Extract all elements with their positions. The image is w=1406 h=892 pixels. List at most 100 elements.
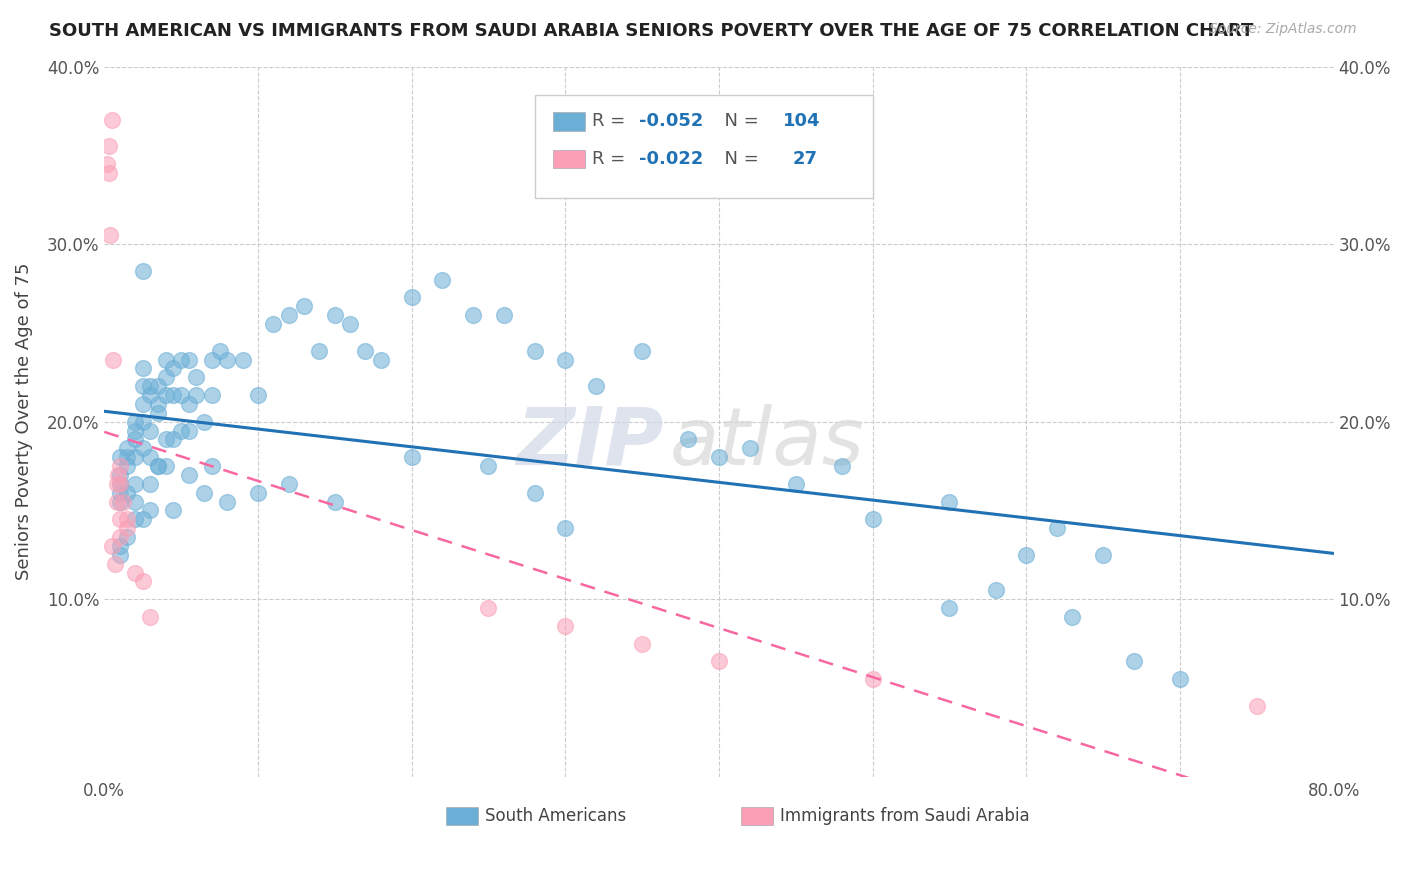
Point	[862, 672, 884, 686]
Point	[124, 424, 146, 438]
Point	[131, 512, 153, 526]
Point	[117, 485, 139, 500]
Point	[139, 379, 162, 393]
Point	[246, 388, 269, 402]
Point	[1092, 548, 1115, 562]
Point	[201, 458, 224, 473]
Point	[170, 424, 193, 438]
Point	[139, 503, 162, 517]
Point	[124, 450, 146, 465]
Point	[97, 139, 120, 153]
Point	[105, 494, 128, 508]
Point	[177, 397, 200, 411]
Point	[155, 370, 177, 384]
Point	[308, 343, 330, 358]
Point	[146, 458, 169, 473]
Text: SOUTH AMERICAN VS IMMIGRANTS FROM SAUDI ARABIA SENIORS POVERTY OVER THE AGE OF 7: SOUTH AMERICAN VS IMMIGRANTS FROM SAUDI …	[49, 22, 1254, 40]
Point	[139, 476, 162, 491]
Point	[262, 317, 284, 331]
Text: 104: 104	[783, 112, 820, 130]
Point	[124, 415, 146, 429]
Point	[676, 433, 699, 447]
Text: N =: N =	[713, 112, 765, 130]
Point	[101, 539, 124, 553]
Point	[108, 450, 131, 465]
Y-axis label: Seniors Poverty Over the Age of 75: Seniors Poverty Over the Age of 75	[15, 263, 32, 581]
Point	[938, 601, 960, 615]
Point	[108, 458, 131, 473]
Point	[155, 458, 177, 473]
Point	[139, 388, 162, 402]
Point	[554, 521, 576, 535]
Point	[139, 610, 162, 624]
Point	[108, 512, 131, 526]
Point	[170, 352, 193, 367]
Text: 27: 27	[793, 150, 818, 168]
Text: Source: ZipAtlas.com: Source: ZipAtlas.com	[1209, 22, 1357, 37]
Point	[785, 476, 807, 491]
Point	[103, 352, 125, 367]
Point	[170, 388, 193, 402]
Point	[131, 264, 153, 278]
Point	[117, 458, 139, 473]
Point	[104, 557, 127, 571]
Point	[131, 379, 153, 393]
Point	[155, 352, 177, 367]
Point	[162, 503, 184, 517]
Point	[186, 388, 208, 402]
Point	[124, 566, 146, 580]
Point	[193, 415, 215, 429]
Point	[162, 388, 184, 402]
Point	[862, 512, 884, 526]
Point	[831, 458, 853, 473]
Point	[139, 424, 162, 438]
Point	[96, 157, 118, 171]
FancyBboxPatch shape	[553, 112, 585, 130]
Text: South Americans: South Americans	[485, 806, 627, 825]
FancyBboxPatch shape	[534, 95, 873, 198]
Point	[1122, 654, 1144, 668]
Point	[177, 424, 200, 438]
Point	[554, 352, 576, 367]
Point	[117, 521, 139, 535]
Point	[124, 494, 146, 508]
Point	[108, 530, 131, 544]
Point	[477, 601, 499, 615]
Point	[984, 583, 1007, 598]
Point	[155, 433, 177, 447]
Point	[97, 166, 120, 180]
Point	[217, 494, 239, 508]
Text: R =: R =	[592, 150, 631, 168]
Point	[339, 317, 361, 331]
Text: Immigrants from Saudi Arabia: Immigrants from Saudi Arabia	[780, 806, 1031, 825]
Point	[201, 388, 224, 402]
Point	[131, 442, 153, 456]
Point	[162, 361, 184, 376]
Point	[131, 574, 153, 589]
Point	[401, 290, 423, 304]
Point	[108, 467, 131, 482]
Point	[1168, 672, 1191, 686]
Point	[117, 442, 139, 456]
Point	[631, 636, 654, 650]
Point	[523, 343, 546, 358]
Point	[1062, 610, 1084, 624]
Point	[938, 494, 960, 508]
Point	[1046, 521, 1069, 535]
Point	[323, 308, 346, 322]
FancyBboxPatch shape	[553, 150, 585, 169]
Text: atlas: atlas	[669, 404, 865, 482]
Point	[117, 512, 139, 526]
Point	[246, 485, 269, 500]
Point	[323, 494, 346, 508]
Point	[131, 397, 153, 411]
Point	[401, 450, 423, 465]
Point	[277, 308, 299, 322]
Point	[100, 228, 122, 243]
FancyBboxPatch shape	[446, 806, 478, 825]
Point	[554, 619, 576, 633]
Point	[208, 343, 231, 358]
Point	[101, 112, 124, 127]
Point	[523, 485, 546, 500]
Point	[707, 654, 730, 668]
